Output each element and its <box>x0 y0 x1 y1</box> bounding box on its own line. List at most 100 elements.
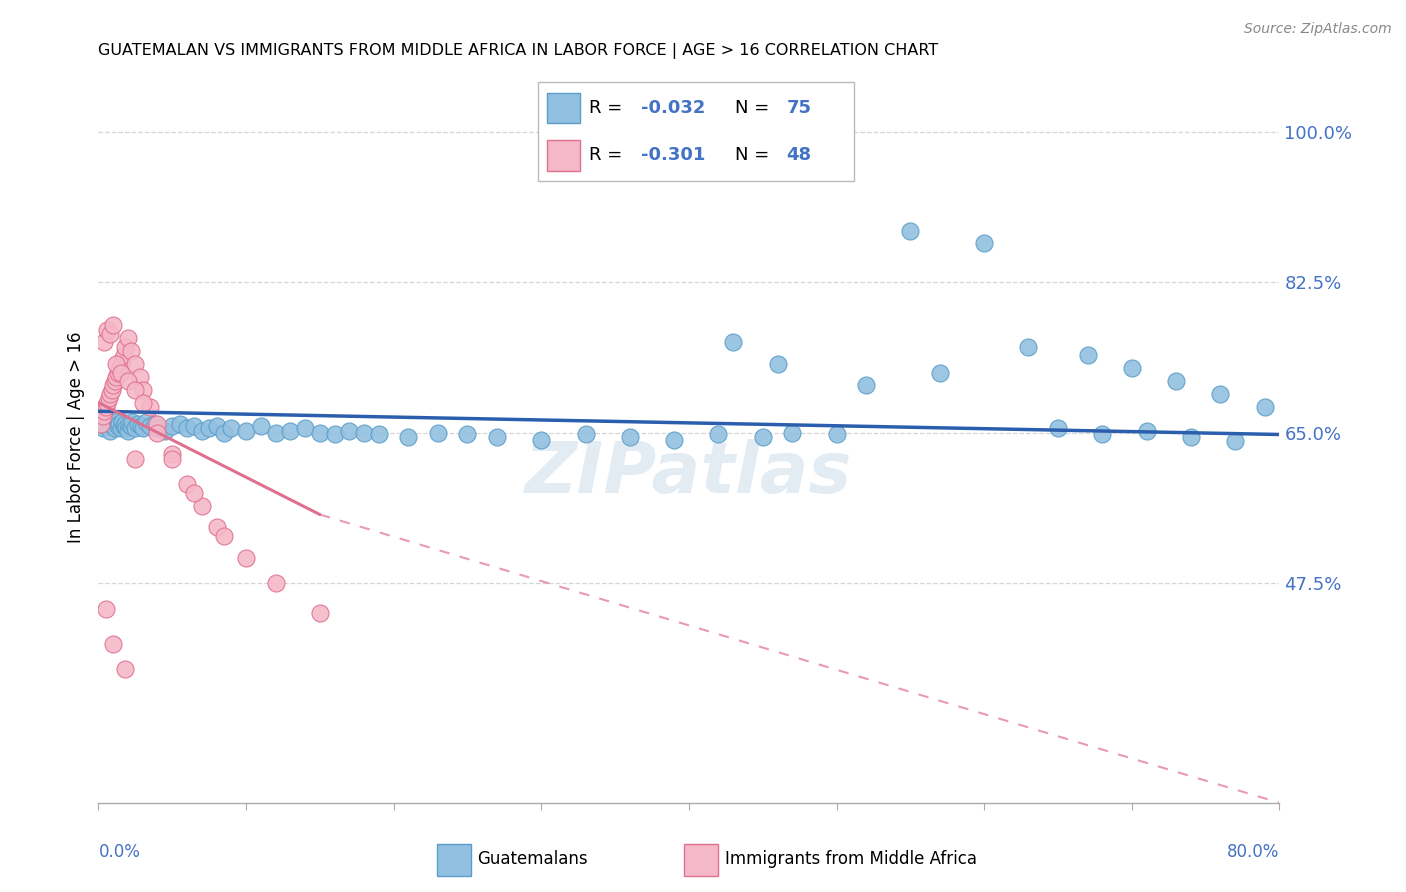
Point <box>169 417 191 432</box>
Point <box>1047 421 1070 435</box>
Point <box>264 425 287 440</box>
Point <box>619 430 641 444</box>
Point <box>108 361 131 376</box>
Text: GUATEMALAN VS IMMIGRANTS FROM MIDDLE AFRICA IN LABOR FORCE | AGE > 16 CORRELATIO: GUATEMALAN VS IMMIGRANTS FROM MIDDLE AFR… <box>98 43 939 59</box>
Point <box>723 335 745 350</box>
Point <box>124 383 146 397</box>
Point <box>280 424 302 438</box>
Point <box>235 424 257 438</box>
Point <box>117 424 139 438</box>
Point <box>96 395 118 409</box>
Text: 80.0%: 80.0% <box>1227 843 1279 861</box>
Point <box>782 425 804 440</box>
Point <box>139 400 162 414</box>
Point <box>103 418 125 433</box>
Text: 48: 48 <box>786 146 811 164</box>
Point <box>97 417 120 432</box>
Point <box>132 421 155 435</box>
Point <box>94 400 117 414</box>
Text: -0.032: -0.032 <box>641 99 706 117</box>
Point <box>1136 424 1159 438</box>
Text: ZIPatlas: ZIPatlas <box>526 439 852 508</box>
Point <box>235 550 257 565</box>
Point <box>93 335 115 350</box>
Point <box>91 421 114 435</box>
Point <box>104 374 127 388</box>
Bar <box>547 93 579 123</box>
Point <box>114 417 136 432</box>
Point <box>110 421 132 435</box>
FancyBboxPatch shape <box>537 82 855 181</box>
Point <box>1018 340 1040 354</box>
Point <box>1121 361 1143 376</box>
Point <box>205 418 228 433</box>
Point <box>339 424 361 438</box>
Point <box>115 421 138 435</box>
Point <box>111 352 134 367</box>
Point <box>250 418 273 433</box>
Point <box>98 424 121 438</box>
Point <box>94 602 117 616</box>
Point <box>94 418 117 433</box>
Point <box>900 223 922 237</box>
Text: R =: R = <box>589 146 628 164</box>
Point <box>105 357 128 371</box>
Point <box>103 378 125 392</box>
Point <box>457 427 479 442</box>
Point <box>323 427 346 442</box>
Point <box>1254 400 1277 414</box>
Point <box>110 357 132 371</box>
Point <box>139 418 162 433</box>
Text: Immigrants from Middle Africa: Immigrants from Middle Africa <box>724 849 977 868</box>
Point <box>117 331 139 345</box>
Text: 75: 75 <box>786 99 811 117</box>
Point <box>117 374 139 388</box>
Point <box>105 369 128 384</box>
Point <box>114 340 136 354</box>
Text: N =: N = <box>735 99 775 117</box>
Text: -0.301: -0.301 <box>641 146 706 164</box>
Point <box>93 404 115 418</box>
Point <box>112 418 135 433</box>
Point <box>191 424 214 438</box>
Point <box>104 421 127 435</box>
Point <box>353 425 375 440</box>
Point <box>427 425 450 440</box>
Point <box>153 424 176 438</box>
Point <box>146 425 169 440</box>
Point <box>107 366 129 380</box>
Point <box>128 369 150 384</box>
Point <box>124 421 146 435</box>
Bar <box>685 844 718 876</box>
Point <box>766 357 789 371</box>
Bar <box>547 140 579 170</box>
Point <box>183 418 205 433</box>
Point <box>98 387 121 401</box>
Point <box>120 418 142 433</box>
Point <box>132 395 155 409</box>
Point <box>146 417 169 432</box>
Point <box>486 430 509 444</box>
Point <box>530 433 553 447</box>
Point <box>212 529 235 543</box>
Point <box>752 430 775 444</box>
Point <box>111 416 134 430</box>
Point <box>114 662 136 676</box>
Point <box>205 520 228 534</box>
Point <box>97 392 120 406</box>
Point <box>294 421 316 435</box>
Point <box>90 417 112 432</box>
Text: N =: N = <box>735 146 775 164</box>
Point <box>162 451 183 466</box>
Text: 0.0%: 0.0% <box>98 843 141 861</box>
Point <box>198 421 221 435</box>
Point <box>1209 387 1232 401</box>
Point <box>107 418 129 433</box>
Point <box>162 418 183 433</box>
Point <box>143 417 166 432</box>
Point <box>1091 427 1114 442</box>
Point <box>110 366 132 380</box>
Point <box>124 451 146 466</box>
Point <box>929 366 952 380</box>
Point <box>1225 434 1247 449</box>
